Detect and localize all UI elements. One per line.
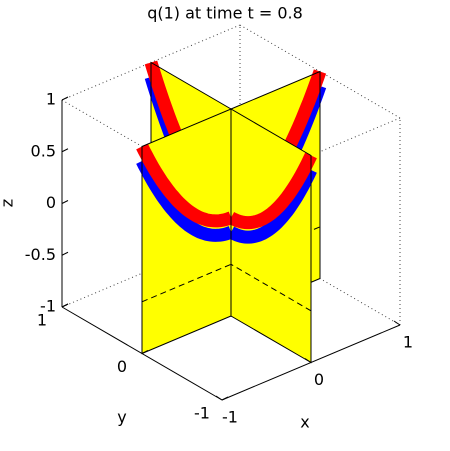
x-tick [215, 395, 223, 401]
x-tick-label: 1 [403, 333, 413, 352]
y-tick-label: 0 [117, 357, 127, 376]
color-band [136, 158, 234, 242]
chart-title: q(1) at time t = 0.8 [147, 4, 303, 23]
x-tick [304, 358, 312, 363]
z-axis-label: z [0, 199, 17, 207]
contour-line [141, 263, 232, 303]
z-tick [61, 200, 69, 204]
z-tick-label: -1 [40, 297, 56, 316]
x-axis-label: x [300, 413, 309, 432]
z-tick-label: 0.5 [31, 141, 56, 160]
color-band [227, 167, 317, 244]
z-tick [61, 251, 69, 256]
z-tick-label: 1 [46, 90, 56, 109]
y-tick [141, 350, 149, 354]
y-axis-label: y [117, 408, 126, 427]
z-tick-label: -0.5 [25, 245, 56, 264]
contour-line [230, 263, 312, 312]
y-tick-label: -1 [194, 404, 210, 423]
y-tick [61, 303, 69, 308]
x-tick-label: -1 [222, 408, 238, 427]
z-tick [61, 96, 69, 101]
color-band [227, 152, 317, 230]
z-tick [61, 148, 69, 153]
x-tick [393, 320, 401, 326]
plane-edge [230, 108, 312, 364]
y-tick [221, 396, 229, 401]
color-band [136, 143, 234, 228]
x-tick-label: 0 [314, 370, 324, 389]
z-tick-label: 0 [46, 193, 56, 212]
y-tick-label: 1 [37, 311, 47, 330]
